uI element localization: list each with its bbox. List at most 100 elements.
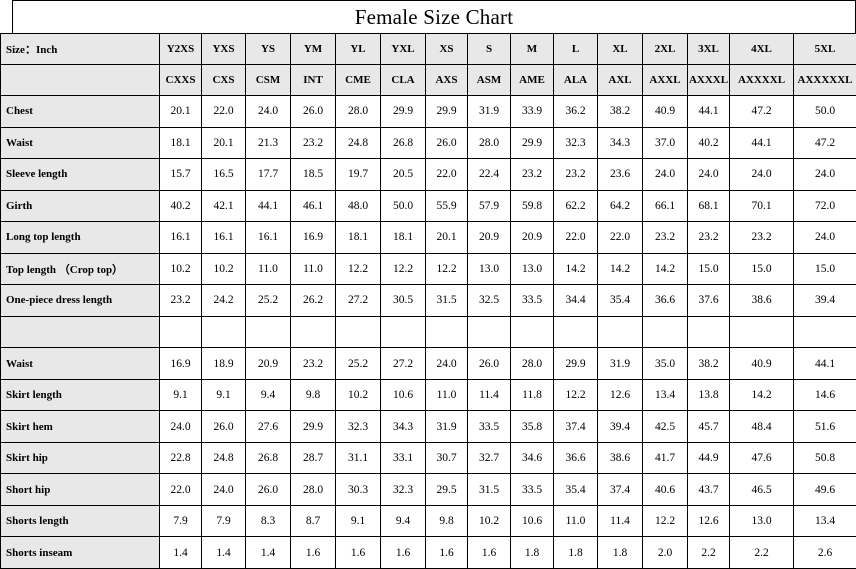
measurement-cell: 2.0 xyxy=(642,536,688,569)
measurement-cell: 30.3 xyxy=(335,473,381,506)
measurement-cell: 50.0 xyxy=(380,189,426,223)
measurement-cell: 9.1 xyxy=(201,378,246,412)
table-row: Shorts length 7.9 7.9 8.3 8.7 9.1 9.4 9.8 10.2 10… xyxy=(0,504,856,538)
measurement-cell: 32.5 xyxy=(467,284,511,317)
table-row: Chest 20.1 22.0 24.0 26.0 28.0 29.9 29.9 31.9 33.… xyxy=(0,95,856,128)
measurement-cell: 14.2 xyxy=(642,252,688,286)
measurement-cell: 9.4 xyxy=(245,378,291,412)
measurement-cell: 36.6 xyxy=(642,284,688,317)
measurement-cell: 23.2 xyxy=(642,221,688,254)
measurement-cell: 29.5 xyxy=(425,473,468,506)
measurement-cell: 66.1 xyxy=(642,189,688,223)
measurement-cell: 36.6 xyxy=(553,441,598,475)
measurement-cell: 14.2 xyxy=(729,378,794,412)
row-label: Top length （Crop top） xyxy=(0,252,160,286)
measurement-cell: 32.3 xyxy=(553,126,598,160)
measurement-cell: 7.9 xyxy=(159,504,202,538)
measurement-cell: 1.8 xyxy=(597,536,643,569)
measurement-cell: 7.9 xyxy=(201,504,246,538)
measurement-cell: 33.5 xyxy=(510,473,554,506)
row-label: Shorts length xyxy=(0,504,160,538)
table-header: Size：Inch Y2XS YXS YS YM YL YXL XS S M L XL 2XL 3XL 4X… xyxy=(0,33,856,96)
measurement-cell: 1.4 xyxy=(159,536,202,569)
table-row: Skirt length 9.1 9.1 9.4 9.8 10.2 10.6 11.0 11.4… xyxy=(0,378,856,412)
measurement-cell: 11.0 xyxy=(245,252,291,286)
measurement-cell: 10.2 xyxy=(159,252,202,286)
measurement-cell: 31.1 xyxy=(335,441,381,475)
measurement-cell: 24.0 xyxy=(729,158,794,191)
row-label: Short hip xyxy=(0,473,160,506)
measurement-cell: 47.2 xyxy=(793,126,856,160)
measurement-cell: 1.6 xyxy=(335,536,381,569)
measurement-cell: 34.3 xyxy=(597,126,643,160)
measurement-cell: 32.7 xyxy=(467,441,511,475)
measurement-cell: 11.0 xyxy=(425,378,468,412)
measurement-cell: 48.4 xyxy=(729,410,794,443)
row-label: Shorts inseam xyxy=(0,536,160,569)
measurement-cell: 11.0 xyxy=(290,252,336,286)
measurement-cell xyxy=(290,315,336,349)
measurement-cell: 38.6 xyxy=(597,441,643,475)
size-header-cell: 4XL xyxy=(729,33,794,65)
measurement-cell: 9.4 xyxy=(380,504,426,538)
code-header-cell: CME xyxy=(335,64,381,96)
measurement-cell: 26.0 xyxy=(290,95,336,128)
measurement-cell: 33.9 xyxy=(510,95,554,128)
measurement-cell xyxy=(553,315,598,349)
table-row: Top length （Crop top） 10.2 10.2 11.0 11.0 12.… xyxy=(0,252,856,286)
measurement-cell xyxy=(510,315,554,349)
measurement-cell: 1.8 xyxy=(510,536,554,569)
measurement-cell: 1.6 xyxy=(380,536,426,569)
measurement-cell: 1.4 xyxy=(201,536,246,569)
measurement-cell: 36.2 xyxy=(553,95,598,128)
measurement-cell: 20.9 xyxy=(510,221,554,254)
measurement-cell: 46.5 xyxy=(729,473,794,506)
table-row: Skirt hem 24.0 26.0 27.6 29.9 32.3 34.3 31.9 33.… xyxy=(0,410,856,443)
measurement-cell: 2.2 xyxy=(729,536,794,569)
row-label: Girth xyxy=(0,189,160,223)
measurement-cell: 23.6 xyxy=(597,158,643,191)
measurement-cell: 17.7 xyxy=(245,158,291,191)
measurement-cell: 38.6 xyxy=(729,284,794,317)
code-header-cell: AXS xyxy=(425,64,468,96)
measurement-cell: 39.4 xyxy=(793,284,856,317)
size-header-cell: M xyxy=(510,33,554,65)
table-row: Shorts inseam 1.4 1.4 1.4 1.6 1.6 1.6 1.6 1.6 1.8… xyxy=(0,536,856,569)
code-header-cell: CSM xyxy=(245,64,291,96)
measurement-cell: 57.9 xyxy=(467,189,511,223)
measurement-cell: 13.8 xyxy=(687,378,730,412)
header-row-codes: CXXS CXS CSM INT CME CLA AXS ASM AME ALA AXL AXXL AX… xyxy=(0,64,856,96)
table-row: Skirt hip 22.8 24.8 26.8 28.7 31.1 33.1 30.7 32.… xyxy=(0,441,856,475)
size-header-cell: XS xyxy=(425,33,468,65)
measurement-cell: 28.0 xyxy=(510,347,554,380)
measurement-cell: 24.8 xyxy=(335,126,381,160)
measurement-cell: 12.2 xyxy=(553,378,598,412)
measurement-cell: 33.5 xyxy=(467,410,511,443)
measurement-cell: 11.4 xyxy=(597,504,643,538)
size-header-cell: S xyxy=(467,33,511,65)
measurement-cell: 47.2 xyxy=(729,95,794,128)
measurement-cell xyxy=(793,315,856,349)
measurement-cell: 49.6 xyxy=(793,473,856,506)
measurement-cell: 50.0 xyxy=(793,95,856,128)
table-row: Girth 40.2 42.1 44.1 46.1 48.0 50.0 55.9 57.9 59.… xyxy=(0,189,856,223)
measurement-cell: 31.5 xyxy=(425,284,468,317)
measurement-cell: 12.2 xyxy=(335,252,381,286)
measurement-cell: 29.9 xyxy=(380,95,426,128)
code-header-cell: ASM xyxy=(467,64,511,96)
measurement-cell: 34.4 xyxy=(553,284,598,317)
measurement-cell xyxy=(159,315,202,349)
measurement-cell: 13.4 xyxy=(642,378,688,412)
measurement-cell xyxy=(642,315,688,349)
measurement-cell: 12.2 xyxy=(380,252,426,286)
measurement-cell: 38.2 xyxy=(687,347,730,380)
measurement-cell: 12.6 xyxy=(597,378,643,412)
measurement-cell: 47.6 xyxy=(729,441,794,475)
measurement-cell: 24.0 xyxy=(687,158,730,191)
measurement-cell: 23.2 xyxy=(729,221,794,254)
measurement-cell: 31.9 xyxy=(467,95,511,128)
measurement-cell: 40.2 xyxy=(159,189,202,223)
code-header-cell: AXXXL xyxy=(687,64,730,96)
row-label: Long top length xyxy=(0,221,160,254)
measurement-cell: 2.6 xyxy=(793,536,856,569)
